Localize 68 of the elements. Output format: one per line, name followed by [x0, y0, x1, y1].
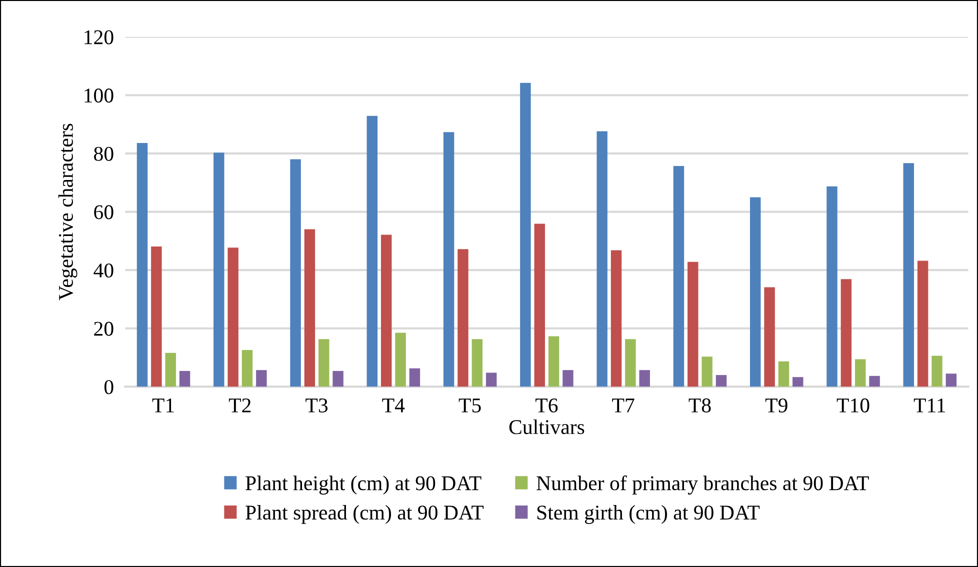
x-tick-label: T4: [382, 398, 405, 412]
bar: [826, 186, 838, 387]
bar: [946, 374, 957, 387]
bar: [625, 339, 636, 387]
bar: [256, 370, 267, 387]
bar: [304, 229, 316, 387]
bar: [869, 376, 880, 387]
bar: [840, 279, 852, 387]
bar: [917, 260, 928, 387]
bar: [242, 350, 253, 387]
legend-label: Stem girth (cm) at 90 DAT: [537, 504, 760, 524]
bar: [932, 356, 942, 387]
bar: [151, 246, 162, 387]
bar: [443, 132, 454, 387]
bar: [854, 359, 866, 387]
bar: [214, 152, 224, 387]
bar: [409, 368, 420, 387]
x-tick-label: T2: [228, 398, 251, 412]
x-tick-label: T9: [765, 398, 788, 412]
x-tick-label: T6: [536, 398, 558, 412]
x-tick-label: T11: [914, 398, 946, 412]
y-tick-label: 120: [84, 30, 114, 44]
bar: [716, 375, 727, 387]
y-tick-label: 40: [94, 263, 114, 278]
bar: [380, 234, 392, 387]
bar: [366, 116, 378, 387]
bar: [562, 370, 574, 387]
y-tick-label: 60: [94, 205, 114, 220]
bar: [778, 361, 790, 387]
bar: [395, 332, 406, 387]
y-tick-label: 20: [94, 322, 114, 336]
bar: [610, 250, 622, 387]
y-axis-title: Vegetative characters: [58, 124, 78, 300]
bar: [792, 377, 804, 387]
bar: [228, 248, 238, 387]
bar: [596, 131, 608, 387]
bar: [688, 262, 698, 387]
x-tick-label: T5: [458, 398, 481, 412]
legend-label: Plant spread (cm) at 90 DAT: [246, 504, 484, 524]
bar: [179, 370, 190, 387]
bar: [486, 372, 497, 387]
x-axis-title: Cultivars: [509, 419, 584, 434]
bar: [750, 197, 761, 387]
bar: [764, 287, 775, 387]
legend-label: Number of primary branches at 90 DAT: [536, 475, 869, 495]
y-tick-label: 80: [94, 146, 114, 161]
x-tick-label: T7: [612, 398, 634, 412]
x-tick-label: T1: [152, 398, 174, 412]
x-tick-label: T8: [688, 398, 711, 412]
bar: [520, 82, 531, 387]
bar: [472, 339, 483, 387]
bar: [548, 336, 560, 387]
bar: [702, 356, 712, 387]
bar: [673, 166, 684, 387]
y-tick-label: 100: [84, 88, 114, 103]
bar: [639, 370, 650, 387]
bar: [136, 142, 148, 387]
bar: [458, 249, 468, 387]
legend-label: Plant height (cm) at 90 DAT: [246, 476, 482, 495]
bar: [903, 163, 914, 387]
x-tick-label: T3: [306, 398, 328, 412]
bar: [332, 370, 344, 387]
bar: [290, 159, 301, 387]
bar: [318, 339, 330, 387]
x-tick-label: T10: [836, 398, 870, 412]
bar: [165, 352, 176, 387]
y-tick-label: 0: [104, 380, 114, 394]
bar: [534, 224, 545, 387]
